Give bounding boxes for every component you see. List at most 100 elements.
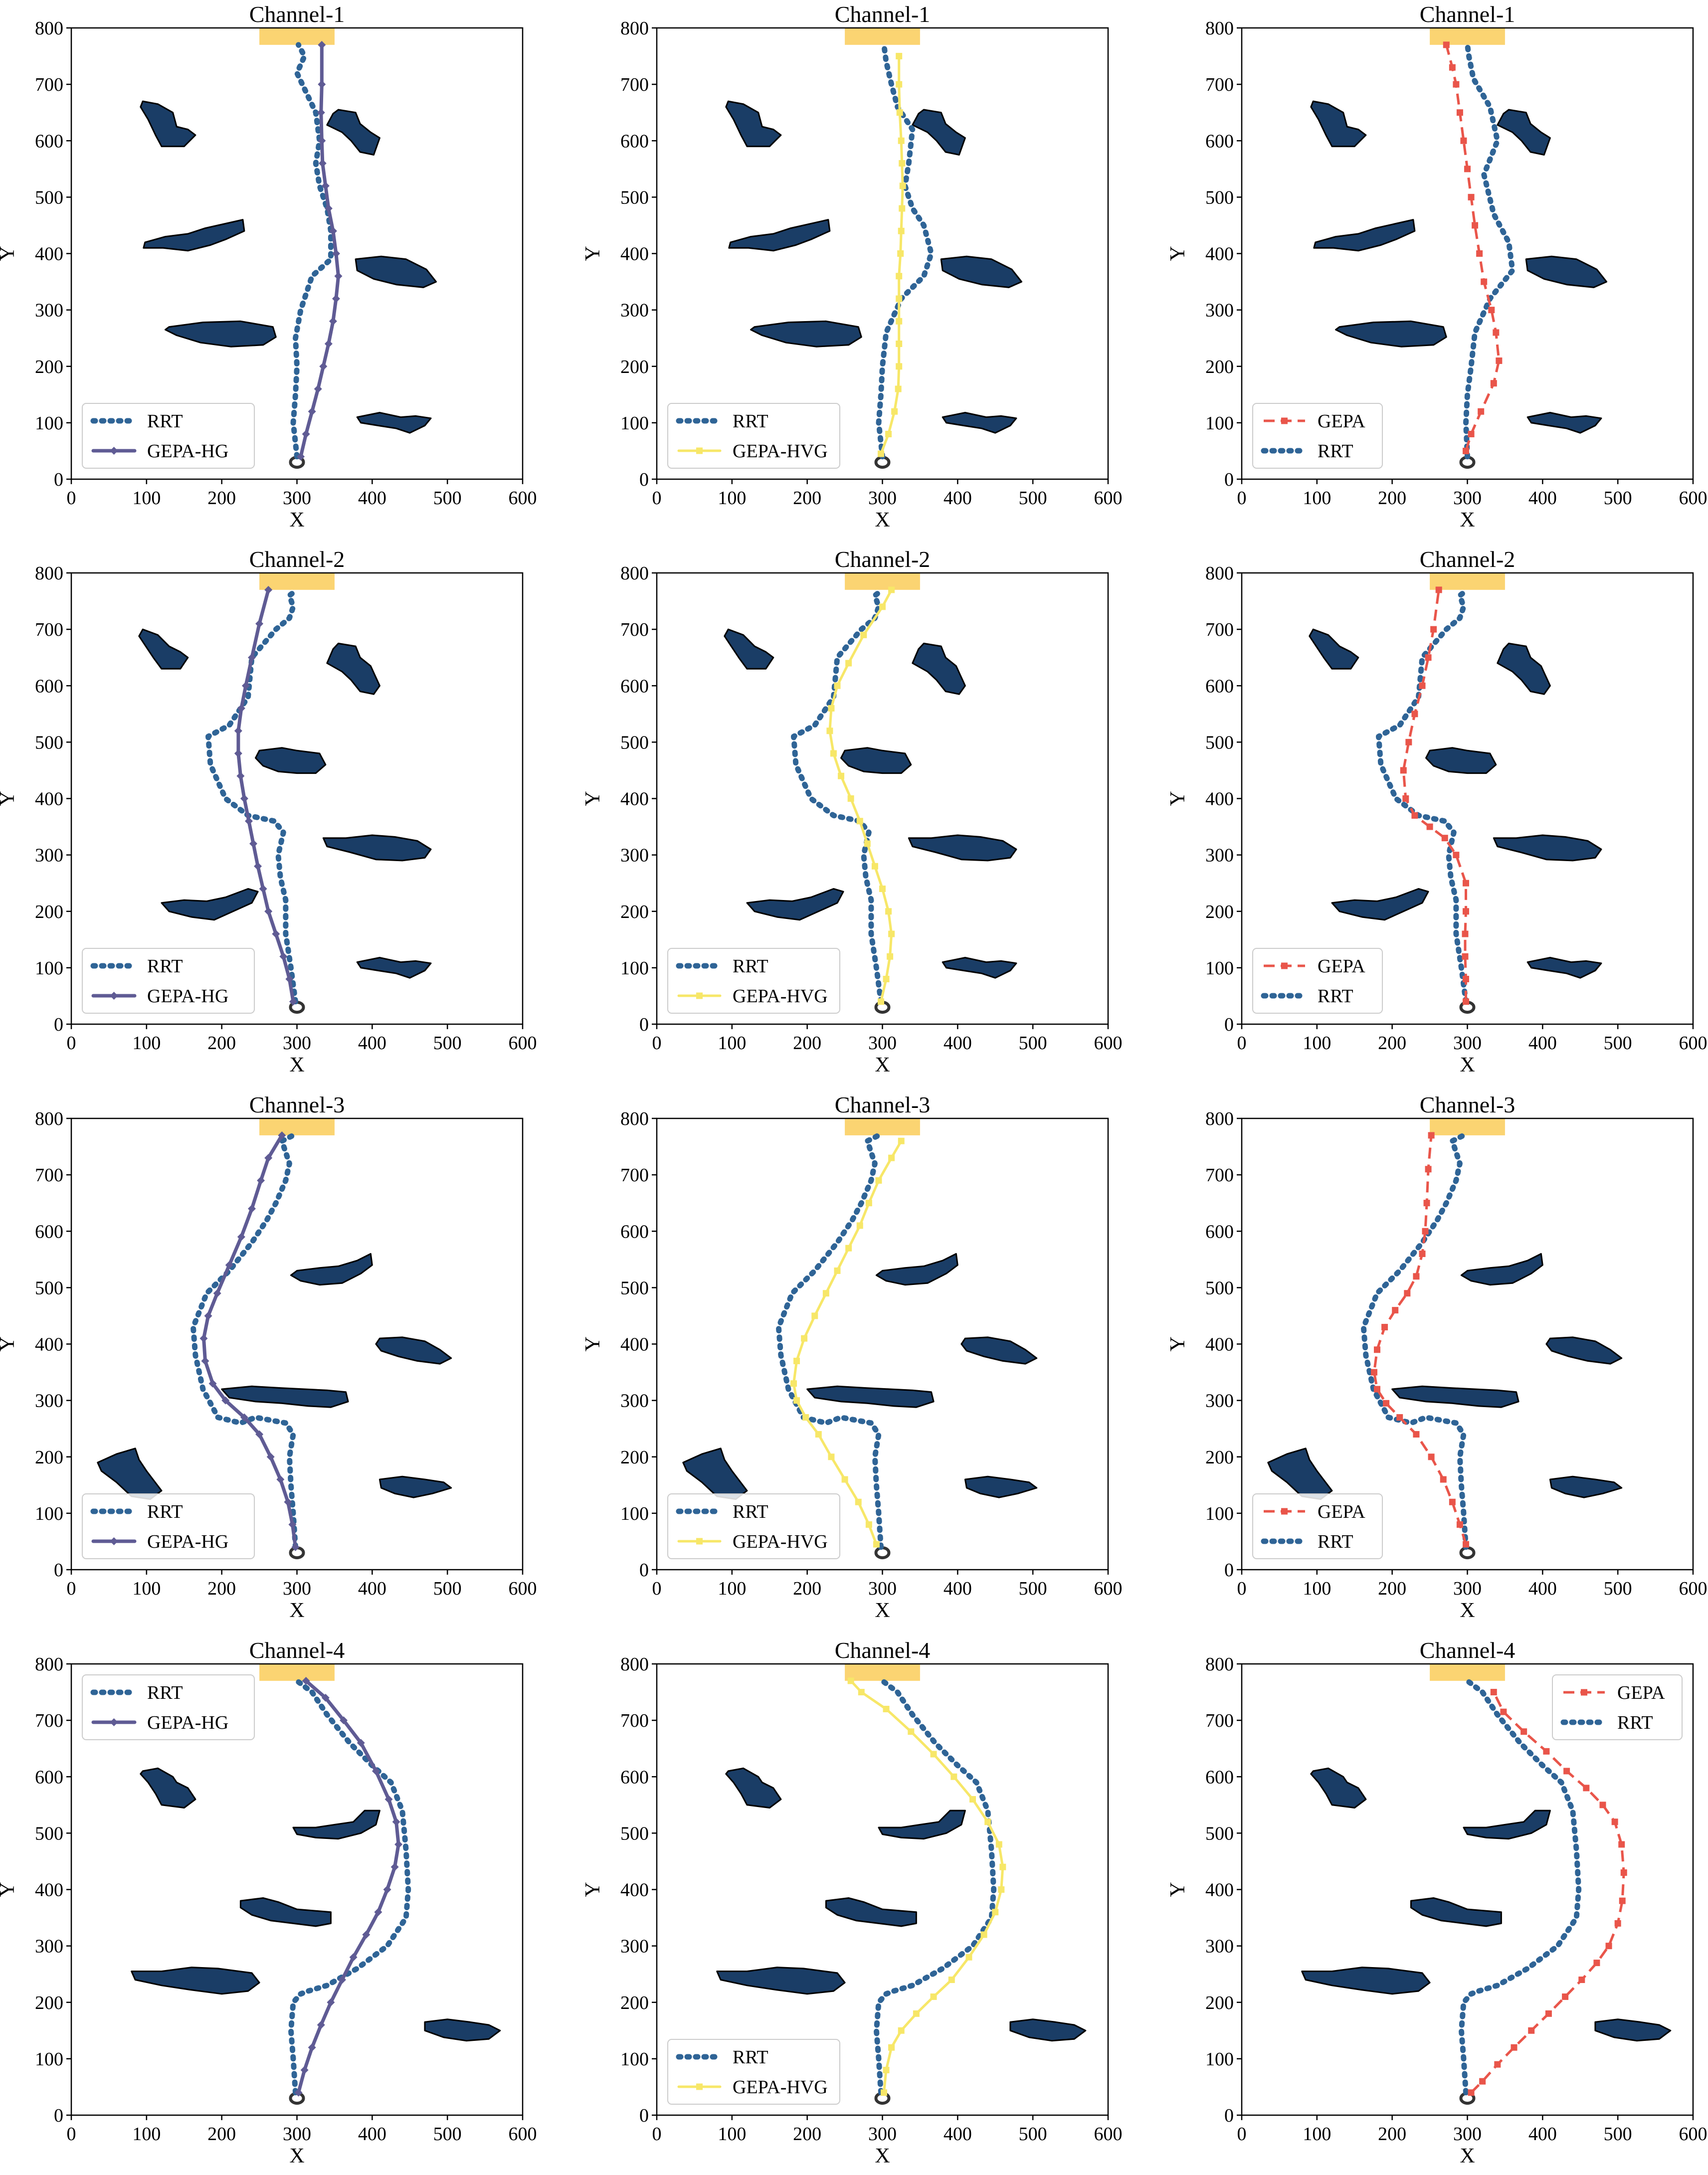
x-tick-label: 0: [652, 1033, 662, 1054]
data-point-gepa: [1468, 193, 1475, 200]
y-tick-label: 100: [1205, 958, 1234, 979]
series-gepa_hg: [294, 1676, 403, 2097]
y-tick-label: 800: [1205, 18, 1234, 39]
series-line-rrt: [288, 1678, 411, 2096]
y-tick-label: 700: [1205, 619, 1234, 640]
panel-title: Channel-2: [1420, 546, 1516, 572]
data-point-gepa_hvg: [885, 431, 892, 437]
x-tick-label: 600: [1679, 488, 1708, 509]
obstacle-3: [806, 1385, 935, 1408]
data-point-gepa_hg: [318, 40, 326, 49]
x-tick-label: 300: [283, 1033, 311, 1054]
data-point-gepa_hvg: [896, 53, 903, 60]
y-tick-label: 500: [35, 1823, 63, 1844]
legend-label: RRT: [147, 1501, 183, 1522]
data-point-gepa_hvg: [908, 1728, 915, 1735]
plot-content: [716, 1664, 1087, 2105]
x-tick-label: 300: [1453, 1033, 1482, 1054]
y-tick-label: 200: [1205, 357, 1234, 377]
data-point-gepa_hg: [201, 1357, 209, 1365]
data-point-gepa_hvg: [898, 227, 905, 234]
legend-label: GEPA: [1318, 411, 1365, 432]
plot-content: [724, 573, 1017, 1014]
data-point-gepa: [1496, 357, 1503, 364]
x-tick-label: 300: [868, 1033, 897, 1054]
legend-marker-gepa_hg: [110, 1537, 118, 1545]
data-point-gepa_hg: [362, 1931, 371, 1939]
panel-title: Channel-1: [835, 1, 931, 27]
data-point-gepa_hvg: [896, 109, 903, 116]
legend-label: RRT: [147, 1682, 183, 1703]
obstacle-4: [97, 1448, 163, 1500]
data-point-gepa: [1441, 835, 1448, 842]
x-tick-label: 300: [1453, 488, 1482, 509]
x-tick-label: 600: [509, 2124, 537, 2145]
data-point-gepa: [1413, 1273, 1420, 1280]
data-point-gepa: [1520, 1728, 1527, 1735]
series-line-gepa_hvg: [880, 55, 904, 455]
data-point-gepa_hg: [257, 1176, 265, 1185]
data-point-gepa_hvg: [847, 1677, 854, 1684]
x-axis-label: X: [875, 2145, 890, 2168]
data-point-gepa_hvg: [856, 1222, 863, 1229]
legend-label: GEPA-HVG: [733, 2077, 828, 2098]
series-gepa_hvg: [877, 53, 906, 457]
series-line-rrt: [1458, 1678, 1582, 2096]
obstacle-3: [825, 1897, 917, 1927]
x-tick-label: 0: [652, 488, 662, 509]
data-point-gepa_hg: [302, 1676, 310, 1685]
obstacle-5: [1594, 2018, 1672, 2042]
data-point-gepa_hvg: [871, 863, 878, 870]
plot-content: [131, 1664, 501, 2105]
legend-marker-gepa_hg: [110, 447, 118, 455]
x-tick-label: 0: [1237, 2124, 1247, 2145]
y-tick-label: 300: [1205, 1936, 1234, 1957]
y-tick-label: 700: [35, 619, 63, 640]
data-point-gepa: [1400, 767, 1407, 774]
y-tick-label: 400: [35, 789, 63, 810]
data-point-gepa_hvg: [811, 1312, 818, 1319]
y-tick-label: 100: [35, 413, 63, 434]
y-tick-label: 400: [620, 789, 649, 810]
data-point-gepa_hvg: [899, 182, 906, 189]
data-point-gepa_hg: [324, 204, 333, 212]
plot-content: [725, 28, 1022, 469]
data-point-gepa: [1422, 1228, 1429, 1235]
data-point-gepa: [1430, 626, 1437, 633]
legend-label: GEPA-HG: [147, 441, 228, 462]
plot-content: [1310, 28, 1607, 469]
x-tick-label: 400: [944, 488, 972, 509]
y-tick-label: 500: [35, 1277, 63, 1298]
x-axis-label: X: [1460, 1599, 1475, 1622]
y-tick-label: 300: [620, 1391, 649, 1412]
series-rrt: [1376, 587, 1470, 1005]
data-point-gepa_hvg: [881, 2089, 888, 2096]
data-point-gepa: [1620, 1869, 1627, 1876]
series-line-rrt: [205, 587, 300, 1005]
data-point-gepa_hg: [249, 840, 258, 848]
data-point-gepa_hvg: [896, 273, 903, 280]
legend-label: RRT: [1318, 986, 1353, 1007]
series-line-gepa_hg: [299, 43, 340, 459]
x-axis-label: X: [875, 1599, 890, 1622]
panel-title: Channel-1: [1420, 1, 1516, 27]
y-tick-label: 400: [1205, 789, 1234, 810]
data-point-gepa_hg: [204, 1311, 212, 1320]
data-point-gepa: [1404, 1290, 1411, 1297]
data-point-gepa_hvg: [879, 603, 886, 610]
plot-content: [1309, 573, 1602, 1014]
y-tick-label: 600: [35, 1767, 63, 1788]
x-tick-label: 500: [433, 2124, 462, 2145]
data-point-gepa_hg: [248, 653, 256, 662]
x-tick-label: 100: [1303, 1578, 1331, 1599]
data-point-gepa_hg: [327, 1998, 335, 2006]
y-axis-label: Y: [581, 246, 604, 261]
data-point-gepa_hg: [237, 1233, 245, 1241]
y-tick-label: 200: [35, 1993, 63, 2013]
goal-region: [845, 1118, 920, 1135]
data-point-gepa_hvg: [899, 205, 906, 212]
legend-marker-gepa_hvg: [696, 992, 703, 999]
data-point-gepa_hvg: [860, 631, 867, 638]
legend: RRT GEPA-HVG: [667, 403, 840, 469]
x-tick-label: 500: [433, 488, 462, 509]
